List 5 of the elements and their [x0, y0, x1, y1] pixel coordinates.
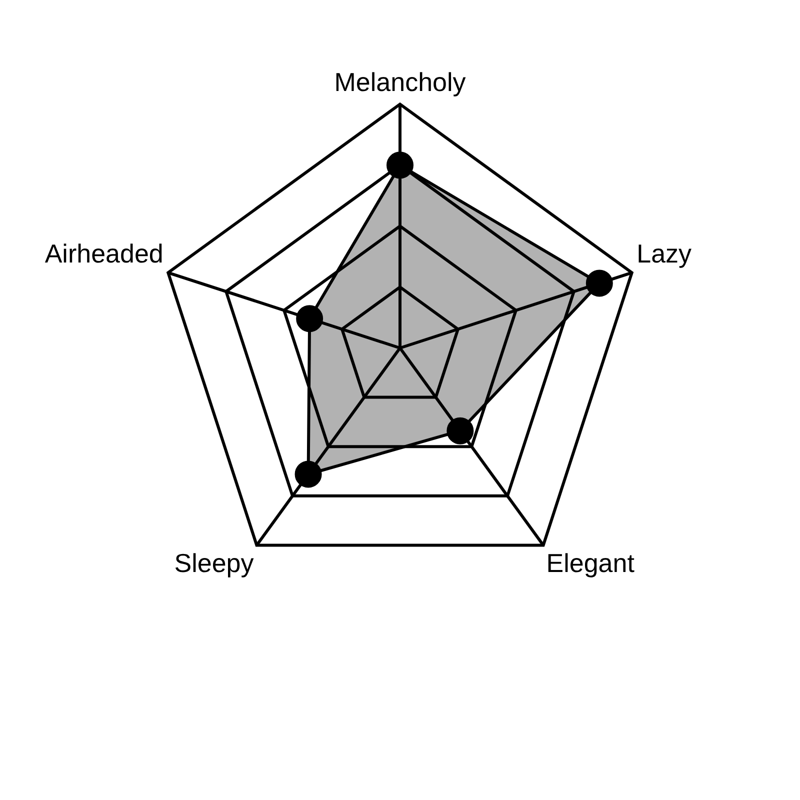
spoke-label: Lazy: [636, 238, 692, 269]
spoke-label: Sleepy: [174, 548, 254, 578]
spoke-label: Elegant: [546, 548, 636, 578]
spoke-label: Melancholy: [334, 66, 466, 97]
spoke-label: Airheaded: [44, 238, 164, 269]
